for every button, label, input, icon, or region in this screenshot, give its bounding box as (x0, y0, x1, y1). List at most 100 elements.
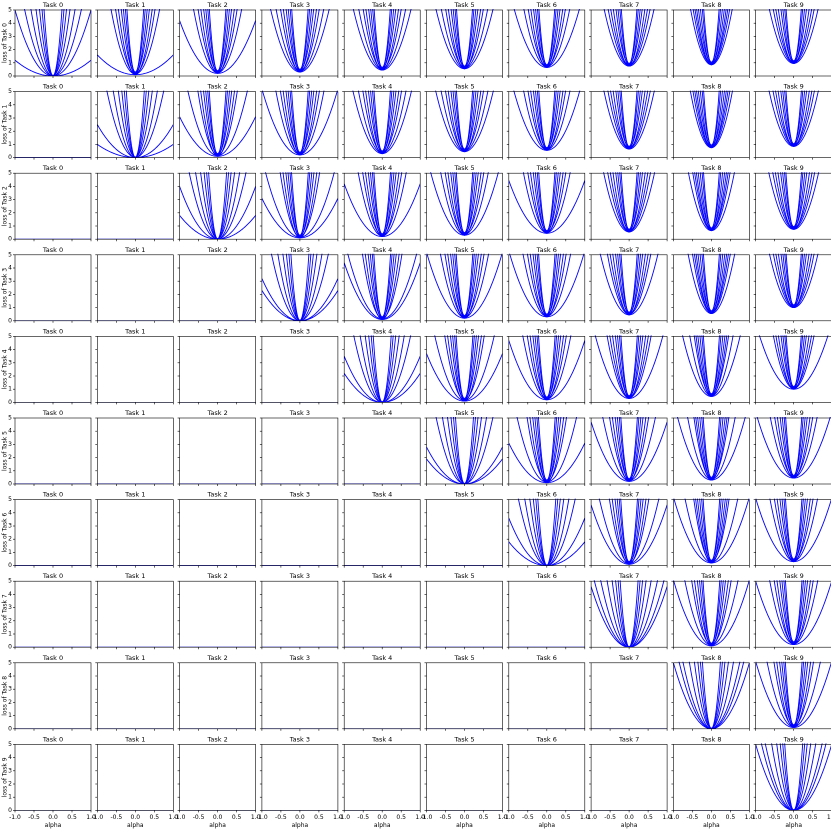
y-tick-label: 1 (8, 304, 12, 311)
curves (755, 580, 831, 646)
loss-curve (207, 90, 228, 155)
loss-curve (782, 9, 805, 64)
panel-frame (14, 417, 92, 485)
panel-frame (179, 662, 256, 730)
y-axis-label: loss of Task 9 (2, 757, 9, 797)
y-tick-label: 5 (8, 88, 12, 95)
loss-curve (508, 442, 585, 484)
loss-curve (780, 335, 807, 388)
loss-curve (534, 253, 559, 317)
panel-title: Task 7 (618, 83, 639, 91)
loss-curve (529, 253, 564, 318)
y-tick-label: 5 (8, 415, 12, 422)
y-tick-label: 1 (8, 631, 12, 638)
x-axis-label: alpha (292, 822, 309, 829)
loss-curve (689, 335, 734, 397)
loss-curve (608, 498, 650, 564)
x-axis-label: alpha (703, 822, 720, 829)
x-tick-label: -1.0 (9, 814, 21, 821)
x-tick-label: 0.0 (48, 814, 58, 821)
loss-curve (694, 9, 729, 64)
loss-curve (205, 90, 230, 157)
loss-curve (687, 417, 736, 480)
curves (508, 172, 585, 234)
curves (673, 661, 750, 729)
curves (261, 90, 338, 156)
y-tick-label: 2 (8, 454, 12, 461)
x-tick-label: 0.0 (460, 814, 470, 821)
y-tick-label: 3 (8, 686, 12, 693)
x-tick-label: -1.0 (91, 814, 103, 821)
loss-curve (369, 172, 395, 237)
panel-frame (179, 172, 256, 240)
x-tick-label: 0.5 (808, 814, 818, 821)
loss-curve (785, 253, 802, 307)
curves (756, 417, 831, 479)
curves (179, 9, 256, 74)
loss-curve (603, 90, 655, 150)
loss-curve (785, 90, 802, 146)
panel-frame (179, 744, 256, 811)
loss-curve (697, 90, 725, 147)
panel-title: Task 2 (206, 735, 227, 743)
loss-curve (426, 253, 503, 319)
loss-curve (529, 417, 565, 484)
loss-curve (695, 417, 728, 481)
panel-frame (426, 662, 503, 730)
loss-curve (455, 172, 474, 235)
panel-frame (179, 580, 256, 648)
panel-title: Task 5 (453, 654, 474, 662)
loss-curve (703, 172, 720, 230)
panel-frame (97, 499, 174, 566)
x-tick-label: 1.0 (745, 814, 755, 821)
panel-frame (261, 417, 339, 485)
loss-curve (784, 335, 804, 388)
panel-title: Task 3 (289, 409, 310, 417)
loss-curve (344, 356, 421, 403)
loss-curve (699, 9, 723, 65)
loss-curve (370, 9, 395, 70)
loss-curve (612, 9, 646, 67)
panel-title: Task 3 (289, 327, 310, 335)
y-tick-label: 2 (8, 291, 12, 298)
loss-curve (619, 9, 639, 64)
panel-title: Task 6 (536, 654, 557, 662)
panel-frame (261, 499, 339, 566)
loss-curve (538, 253, 556, 317)
loss-curve (447, 172, 482, 236)
loss-curve (188, 172, 247, 240)
loss-curve (779, 498, 808, 561)
loss-curve (208, 9, 227, 73)
loss-curve (701, 253, 722, 312)
panel-frame (179, 499, 256, 566)
panel-frame (755, 580, 831, 648)
loss-curve (693, 253, 729, 313)
loss-curve (766, 661, 821, 728)
panel-frame (261, 336, 339, 403)
panel-title: Task 8 (700, 327, 721, 335)
panel-frame (261, 744, 339, 811)
loss-curve (755, 581, 831, 646)
loss-curve (537, 417, 556, 482)
loss-curve (536, 90, 557, 149)
loss-curve (450, 253, 479, 317)
panel-title: Task 7 (618, 735, 639, 743)
loss-curve (780, 9, 807, 62)
panel-title: Task 7 (618, 572, 639, 580)
loss-curve (776, 661, 812, 728)
x-tick-label: -1.0 (421, 814, 433, 821)
loss-curve (782, 172, 806, 230)
loss-curve (774, 417, 814, 478)
loss-curve (261, 278, 338, 321)
loss-curve (30, 9, 76, 76)
panel-frame (179, 9, 256, 77)
panel-title: Task 5 (453, 164, 474, 172)
loss-curve (702, 417, 721, 480)
loss-curve (15, 59, 91, 76)
x-tick-label: -0.5 (275, 814, 287, 821)
loss-curve (781, 498, 806, 562)
loss-curve (444, 335, 485, 401)
curves (591, 498, 668, 565)
loss-curve (454, 90, 475, 150)
loss-curve (775, 90, 813, 146)
